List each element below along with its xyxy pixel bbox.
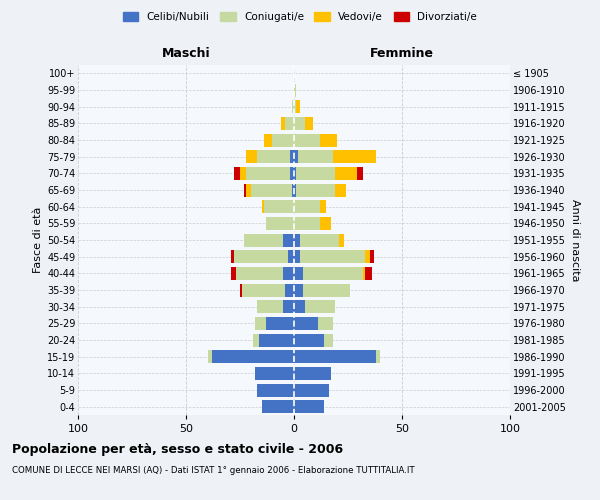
- Bar: [376, 350, 380, 363]
- Bar: [266, 317, 294, 330]
- Bar: [365, 267, 372, 280]
- Bar: [212, 350, 294, 363]
- Bar: [340, 234, 344, 246]
- Bar: [302, 267, 363, 280]
- Bar: [294, 284, 302, 296]
- Bar: [294, 217, 320, 230]
- Text: COMUNE DI LECCE NEI MARSI (AQ) - Dati ISTAT 1° gennaio 2006 - Elaborazione TUTTI: COMUNE DI LECCE NEI MARSI (AQ) - Dati IS…: [12, 466, 415, 475]
- Text: Popolazione per età, sesso e stato civile - 2006: Popolazione per età, sesso e stato civil…: [12, 442, 343, 456]
- Bar: [363, 267, 365, 280]
- Bar: [244, 234, 283, 246]
- Text: Femmine: Femmine: [370, 47, 434, 60]
- Bar: [259, 334, 294, 346]
- Bar: [251, 184, 292, 196]
- Bar: [320, 134, 337, 146]
- Bar: [294, 117, 305, 130]
- Bar: [324, 334, 333, 346]
- Bar: [233, 250, 287, 263]
- Bar: [294, 134, 320, 146]
- Bar: [290, 167, 294, 180]
- Bar: [236, 267, 283, 280]
- Legend: Celibi/Nubili, Coniugati/e, Vedovi/e, Divorziati/e: Celibi/Nubili, Coniugati/e, Vedovi/e, Di…: [119, 8, 481, 26]
- Bar: [320, 200, 326, 213]
- Bar: [301, 234, 340, 246]
- Bar: [294, 167, 296, 180]
- Bar: [294, 367, 331, 380]
- Bar: [283, 234, 294, 246]
- Bar: [233, 167, 240, 180]
- Bar: [283, 300, 294, 313]
- Bar: [272, 134, 294, 146]
- Bar: [294, 267, 302, 280]
- Bar: [232, 267, 236, 280]
- Bar: [264, 200, 294, 213]
- Bar: [294, 384, 329, 396]
- Bar: [292, 184, 294, 196]
- Bar: [247, 150, 257, 163]
- Bar: [296, 100, 301, 113]
- Bar: [253, 334, 259, 346]
- Bar: [257, 384, 294, 396]
- Bar: [240, 167, 247, 180]
- Bar: [283, 267, 294, 280]
- Bar: [242, 284, 286, 296]
- Bar: [294, 317, 318, 330]
- Bar: [257, 300, 283, 313]
- Bar: [335, 184, 346, 196]
- Bar: [318, 317, 333, 330]
- Bar: [294, 150, 298, 163]
- Bar: [294, 250, 301, 263]
- Bar: [281, 117, 286, 130]
- Bar: [301, 250, 365, 263]
- Bar: [247, 184, 251, 196]
- Bar: [262, 400, 294, 413]
- Bar: [290, 150, 294, 163]
- Bar: [305, 117, 313, 130]
- Bar: [294, 400, 324, 413]
- Bar: [294, 350, 376, 363]
- Bar: [305, 300, 335, 313]
- Bar: [333, 150, 376, 163]
- Bar: [298, 150, 333, 163]
- Bar: [255, 317, 266, 330]
- Bar: [296, 184, 335, 196]
- Bar: [294, 200, 320, 213]
- Bar: [294, 100, 296, 113]
- Bar: [365, 250, 370, 263]
- Bar: [294, 84, 296, 96]
- Bar: [240, 284, 242, 296]
- Bar: [255, 367, 294, 380]
- Bar: [335, 167, 356, 180]
- Bar: [208, 350, 212, 363]
- Bar: [286, 284, 294, 296]
- Bar: [286, 117, 294, 130]
- Bar: [370, 250, 374, 263]
- Bar: [296, 167, 335, 180]
- Bar: [294, 300, 305, 313]
- Bar: [262, 200, 264, 213]
- Bar: [257, 150, 290, 163]
- Bar: [266, 217, 294, 230]
- Y-axis label: Fasce di età: Fasce di età: [32, 207, 43, 273]
- Text: Maschi: Maschi: [161, 47, 211, 60]
- Bar: [302, 284, 350, 296]
- Bar: [292, 100, 294, 113]
- Bar: [244, 184, 247, 196]
- Bar: [320, 217, 331, 230]
- Bar: [294, 184, 296, 196]
- Bar: [247, 167, 290, 180]
- Bar: [356, 167, 363, 180]
- Bar: [294, 334, 324, 346]
- Bar: [294, 234, 301, 246]
- Y-axis label: Anni di nascita: Anni di nascita: [570, 198, 580, 281]
- Bar: [232, 250, 233, 263]
- Bar: [287, 250, 294, 263]
- Bar: [264, 134, 272, 146]
